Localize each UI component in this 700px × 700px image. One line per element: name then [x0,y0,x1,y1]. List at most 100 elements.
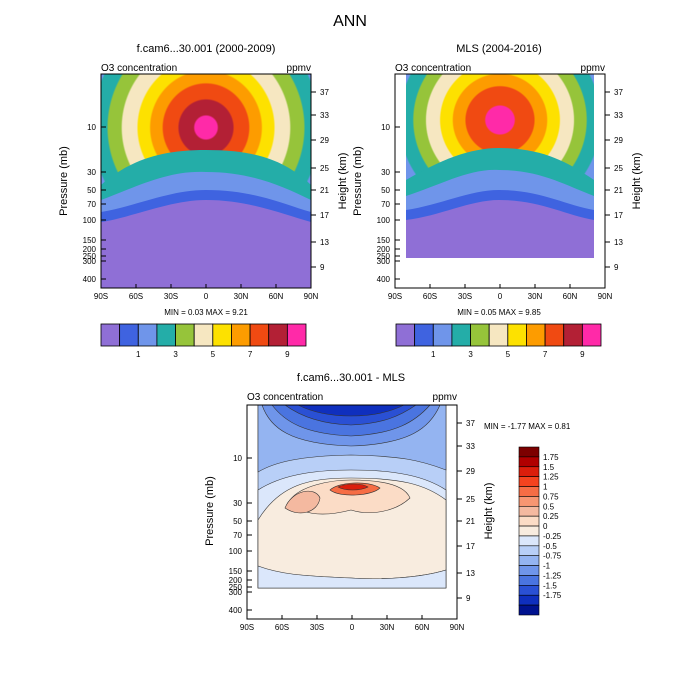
x-tick-label: 60N [563,292,578,301]
pressure-tick-label: 30 [381,168,390,177]
panel-model-stats: MIN = 0.03 MAX = 9.21 [164,308,248,317]
panel-obs-left-label: O3 concentration [395,63,471,74]
x-tick-label: 60N [415,623,430,632]
colorbar-box [518,456,540,468]
x-tick-label: 30S [458,292,472,301]
colorbar-box [518,535,540,547]
colorbar-box [212,323,232,347]
pressure-tick-label: 300 [229,588,243,597]
colorbar-box [518,496,540,507]
x-tick-label: 30N [234,292,249,301]
colorbar-label: 1.5 [543,463,555,472]
colorbar-box [563,323,583,347]
colorbar-box [526,323,546,347]
pressure-tick-label: 400 [83,275,97,284]
x-tick-label: 60N [269,292,284,301]
height-tick-label: 9 [614,263,619,272]
height-tick-label: 17 [466,542,475,551]
pressure-tick-label: 100 [83,216,97,225]
height-tick-label: 17 [320,211,329,220]
height-tick-label: 17 [614,211,623,220]
x-tick-label: 90N [598,292,613,301]
height-tick-label: 29 [614,136,623,145]
colorbar-box [518,555,540,566]
colorbar-box [518,515,540,527]
pressure-tick-label: 50 [87,186,96,195]
panel-model-left-label: O3 concentration [101,63,177,74]
pressure-tick-label: 200 [377,245,391,254]
colorbar-label: -1.75 [543,591,562,600]
height-tick-label: 9 [320,263,325,272]
x-tick-label: 0 [350,623,355,632]
colorbar-box [518,446,540,458]
panel-diff-left-label: O3 concentration [247,392,323,403]
colorbar-label: -0.75 [543,552,562,561]
panel-model-x-ticks: 90S 60S 30S 0 30N 60N 90N [94,284,319,301]
panel-obs-title: MLS (2004-2016) [456,43,542,55]
pressure-tick-label: 10 [233,454,242,463]
panel-diff-colorbar: 1.751.51.2510.750.50.250-0.25-0.5-0.75-1… [518,446,562,616]
height-tick-label: 21 [320,186,329,195]
colorbar-box [488,323,509,347]
panel-model-h-ticks: 37 33 29 25 21 17 13 9 [311,88,329,272]
colorbar-label: 0 [543,522,548,531]
colorbar-label: 7 [543,350,548,359]
colorbar-label: 1.25 [543,473,559,482]
colorbar-box [518,466,540,477]
colorbar-box [268,323,288,347]
pressure-tick-label: 100 [377,216,391,225]
colorbar-label: 3 [468,350,473,359]
pressure-tick-label: 150 [83,236,97,245]
colorbar-box [518,476,540,487]
colorbar-box [507,323,527,347]
x-tick-label: 60S [275,623,289,632]
colorbar-box [470,323,490,347]
panel-model-colorbar: 1 3 5 7 9 [100,323,307,359]
pressure-tick-label: 30 [87,168,96,177]
colorbar-box [518,486,540,497]
colorbar-box [518,565,540,576]
pressure-tick-label: 200 [229,576,243,585]
panel-diff-stats: MIN = -1.77 MAX = 0.81 [484,422,571,431]
pressure-tick-label: 10 [87,123,96,132]
pressure-tick-label: 70 [233,531,242,540]
pressure-tick-label: 50 [381,186,390,195]
colorbar-box [100,323,121,347]
height-tick-label: 13 [466,569,475,578]
pressure-tick-label: 400 [229,606,243,615]
colorbar-box [518,604,540,616]
panel-diff-h-ticks: 37 33 29 25 21 17 13 9 [457,419,475,603]
height-tick-label: 25 [466,495,475,504]
colorbar-label: 9 [580,350,585,359]
height-tick-label: 9 [466,594,471,603]
pressure-tick-label: 250 [83,252,97,261]
colorbar-label: 1.75 [543,453,559,462]
height-tick-label: 21 [614,186,623,195]
x-tick-label: 60S [129,292,143,301]
pressure-tick-label: 10 [381,123,390,132]
colorbar-box [156,323,176,347]
panel-diff-ylabel: Pressure (mb) [204,476,216,546]
colorbar-label: -1 [543,562,551,571]
x-tick-label: 30N [528,292,543,301]
colorbar-box [137,323,158,347]
colorbar-label: 7 [248,350,253,359]
x-tick-label: 30N [380,623,395,632]
pressure-tick-label: 50 [233,517,242,526]
colorbar-label: 1 [543,483,548,492]
panel-model-right-label: ppmv [287,63,311,74]
x-tick-label: 90S [240,623,254,632]
height-tick-label: 13 [614,238,623,247]
colorbar-label: 5 [211,350,216,359]
pressure-tick-label: 70 [87,200,96,209]
height-tick-label: 25 [320,164,329,173]
x-tick-label: 90S [388,292,402,301]
colorbar-box [544,323,565,347]
panel-diff-title: f.cam6...30.001 - MLS [297,372,405,384]
height-tick-label: 37 [320,88,329,97]
panel-obs-colorbar: 1 3 5 7 9 [395,323,602,359]
panel-diff-field [257,404,447,589]
